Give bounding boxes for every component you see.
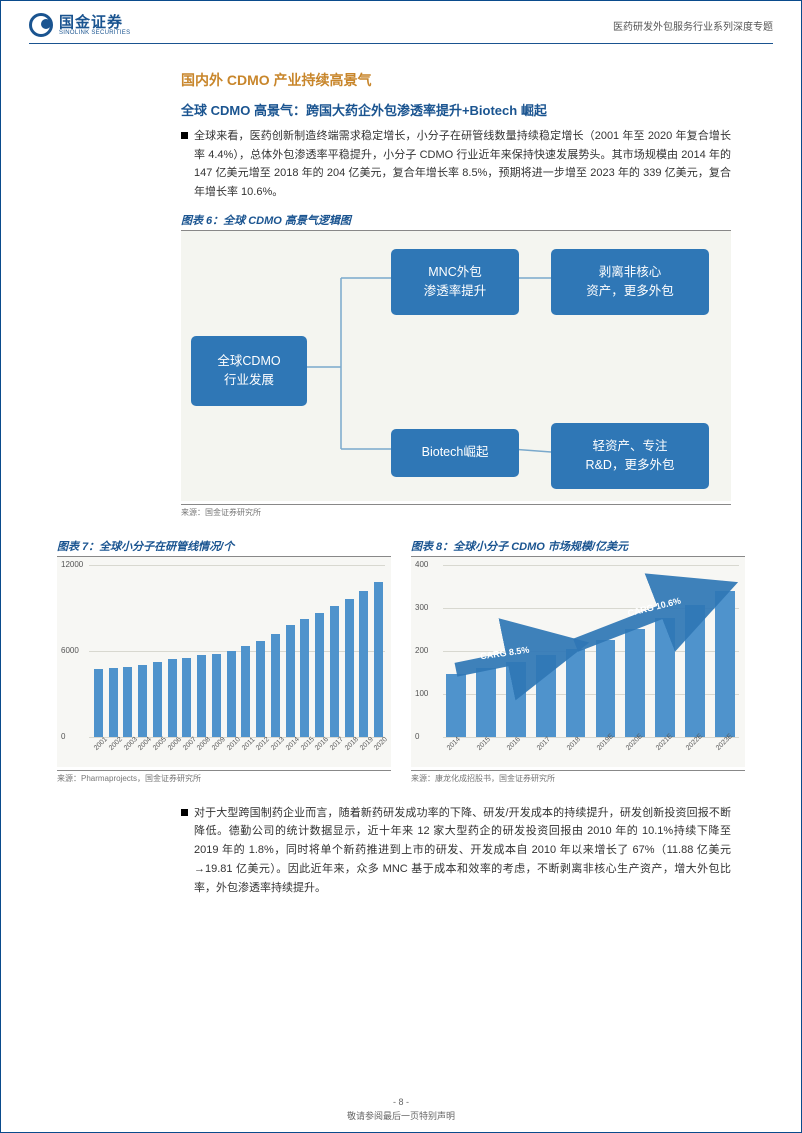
x-tick: 2004 <box>137 736 153 752</box>
x-tick: 2015 <box>300 736 316 752</box>
bar <box>109 668 118 737</box>
flow-node: 全球CDMO行业发展 <box>191 336 307 406</box>
x-tick: 2003 <box>123 736 139 752</box>
fig7-source: 来源：Pharmaprojects，国金证券研究所 <box>57 770 391 784</box>
x-tick: 2012 <box>255 736 271 752</box>
x-tick: 2020 <box>373 736 389 752</box>
bullet-2: 对于大型跨国制药企业而言，随着新药研发成功率的下降、研发/开发成本的持续提升，研… <box>181 804 731 897</box>
fig6-diagram: 全球CDMO行业发展 MNC外包渗透率提升剥离非核心资产，更多外包 Biotech崛… <box>181 231 731 501</box>
x-tick: 2010 <box>226 736 242 752</box>
logo-icon <box>29 13 53 37</box>
bar <box>123 667 132 737</box>
fig6-source: 来源：国金证券研究所 <box>181 504 731 518</box>
x-tick: 2007 <box>182 736 198 752</box>
x-tick: 2018 <box>344 736 360 752</box>
x-tick: 2005 <box>152 736 168 752</box>
bar <box>300 619 309 737</box>
bar <box>182 658 191 737</box>
header: 国金证券 SINOLINK SECURITIES 医药研发外包服务行业系列深度专… <box>1 1 801 41</box>
fig8-title: 图表 8：全球小分子 CDMO 市场规模/亿美元 <box>411 538 745 557</box>
bullet-text: 全球来看，医药创新制造终端需求稳定增长，小分子在研管线数量持续稳定增长（2001… <box>194 127 731 202</box>
fig6-title: 图表 6：全球 CDMO 高景气逻辑图 <box>181 212 731 231</box>
fig8-chart: 0100200300400201420152016201720182019E20… <box>411 557 745 767</box>
fig8-source: 来源：康龙化成招股书，国金证券研究所 <box>411 770 745 784</box>
x-tick: 2002 <box>108 736 124 752</box>
bar <box>345 599 354 737</box>
bar <box>153 662 162 737</box>
x-tick: 2009 <box>211 736 227 752</box>
bar <box>315 613 324 736</box>
fig8-col: 图表 8：全球小分子 CDMO 市场规模/亿美元 010020030040020… <box>411 538 745 784</box>
x-tick: 2011 <box>241 736 257 752</box>
page: 国金证券 SINOLINK SECURITIES 医药研发外包服务行业系列深度专… <box>0 0 802 1133</box>
bar <box>330 606 339 736</box>
bar <box>286 625 295 737</box>
logo-text: 国金证券 SINOLINK SECURITIES <box>59 15 130 36</box>
fig7-chart: 0600012000200120022003200420052006200720… <box>57 557 391 767</box>
x-tick: 2014 <box>285 736 301 752</box>
charts-row: 图表 7：全球小分子在研管线情况/个 060001200020012002200… <box>57 538 745 784</box>
carg-arrows <box>411 557 746 767</box>
logo: 国金证券 SINOLINK SECURITIES <box>29 13 130 37</box>
bar <box>374 582 383 737</box>
x-tick: 2006 <box>167 736 183 752</box>
fig7-title: 图表 7：全球小分子在研管线情况/个 <box>57 538 391 557</box>
page-number: - 8 - <box>1 1097 801 1107</box>
y-tick: 6000 <box>61 646 91 655</box>
disclaimer: 敬请参阅最后一页特别声明 <box>1 1109 801 1122</box>
logo-cn: 国金证券 <box>59 15 130 30</box>
bar <box>138 665 147 737</box>
bar <box>168 659 177 736</box>
bar <box>241 646 250 736</box>
y-tick: 0 <box>61 732 91 741</box>
bar <box>197 655 206 737</box>
heading-3: 全球 CDMO 高景气：跨国大药企外包渗透率提升+Biotech 崛起 <box>181 100 731 119</box>
bullet-icon <box>181 132 188 139</box>
flow-node: MNC外包渗透率提升 <box>391 249 519 315</box>
x-tick: 2001 <box>93 736 109 752</box>
bar <box>227 651 236 737</box>
bar <box>94 669 103 736</box>
flow-node: Biotech崛起 <box>391 429 519 477</box>
heading-2: 国内外 CDMO 产业持续高景气 <box>181 70 731 90</box>
x-tick: 2013 <box>270 736 286 752</box>
x-tick: 2016 <box>314 736 330 752</box>
bullet-1: 全球来看，医药创新制造终端需求稳定增长，小分子在研管线数量持续稳定增长（2001… <box>181 127 731 202</box>
bar <box>256 641 265 737</box>
footer: - 8 - 敬请参阅最后一页特别声明 <box>1 1097 801 1122</box>
bullet-icon <box>181 809 188 816</box>
y-tick: 12000 <box>61 560 91 569</box>
doc-title: 医药研发外包服务行业系列深度专题 <box>613 18 773 33</box>
logo-en: SINOLINK SECURITIES <box>59 30 130 36</box>
bar <box>359 591 368 737</box>
bullet-text: 对于大型跨国制药企业而言，随着新药研发成功率的下降、研发/开发成本的持续提升，研… <box>194 804 731 897</box>
bar <box>212 654 221 737</box>
para2-wrap: 对于大型跨国制药企业而言，随着新药研发成功率的下降、研发/开发成本的持续提升，研… <box>1 804 801 897</box>
flow-node: 剥离非核心资产，更多外包 <box>551 249 709 315</box>
fig7-col: 图表 7：全球小分子在研管线情况/个 060001200020012002200… <box>57 538 391 784</box>
x-tick: 2008 <box>196 736 212 752</box>
flow-node: 轻资产、专注R&D，更多外包 <box>551 423 709 489</box>
x-tick: 2019 <box>359 736 375 752</box>
bar <box>271 634 280 737</box>
main-content: 国内外 CDMO 产业持续高景气 全球 CDMO 高景气：跨国大药企外包渗透率提… <box>1 44 801 518</box>
x-tick: 2017 <box>329 736 345 752</box>
